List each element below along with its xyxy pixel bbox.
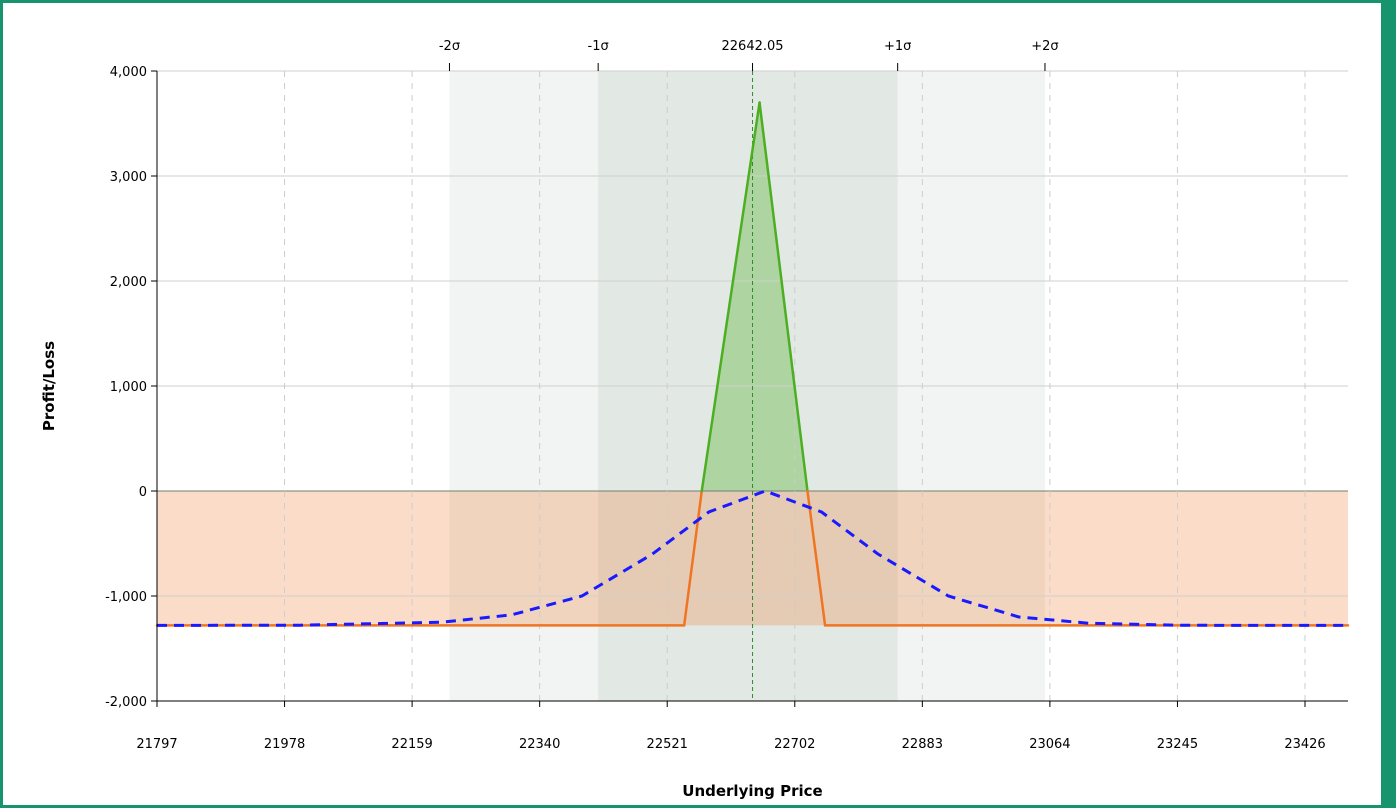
- expiration-segment-3: [758, 101, 809, 493]
- x-tick-label-4: 22521: [647, 737, 688, 752]
- series-layer: [155, 101, 1350, 627]
- expiration-segment-2: [700, 101, 761, 493]
- y-tick-label-1: 3,000: [110, 170, 147, 185]
- y-tick-label-2: 2,000: [110, 275, 147, 290]
- sigma-label-3: +2σ: [1031, 39, 1058, 54]
- expiration-segment-1: [682, 489, 704, 627]
- y-tick-label-6: -2,000: [105, 695, 147, 710]
- current-price-label: 22642.05: [722, 39, 784, 54]
- x-axis-title: Underlying Price: [682, 782, 822, 800]
- y-tick-label-0: 4,000: [110, 65, 147, 80]
- sigma-label-0: -2σ: [439, 39, 460, 54]
- pnl-fills-layer: [157, 102, 1348, 626]
- x-tick-label-5: 22702: [774, 737, 815, 752]
- today-pnl-line: [156, 489, 1349, 627]
- sigma-label-1: -1σ: [588, 39, 609, 54]
- x-tick-label-6: 22883: [902, 737, 943, 752]
- sigma-label-2: +1σ: [884, 39, 911, 54]
- axes-layer: 4,000 3,000 2,000 1,000 0 -1,000 -2,000 21797 21…: [105, 39, 1348, 752]
- x-tick-label-8: 23245: [1157, 737, 1198, 752]
- expiration-segment-4: [806, 489, 827, 627]
- x-tick-label-2: 22159: [391, 737, 432, 752]
- y-axis-title: Profit/Loss: [40, 341, 58, 431]
- x-tick-label-1: 21978: [264, 737, 305, 752]
- profit-region-fill: [701, 102, 808, 491]
- window-edge: [1381, 0, 1396, 808]
- x-tick-label-0: 21797: [136, 737, 177, 752]
- x-tick-label-3: 22340: [519, 737, 560, 752]
- y-tick-label-4: 0: [139, 485, 147, 500]
- y-tick-label-3: 1,000: [110, 380, 147, 395]
- x-tick-label-7: 23064: [1029, 737, 1070, 752]
- x-tick-label-9: 23426: [1284, 737, 1325, 752]
- y-tick-label-5: -1,000: [105, 590, 147, 605]
